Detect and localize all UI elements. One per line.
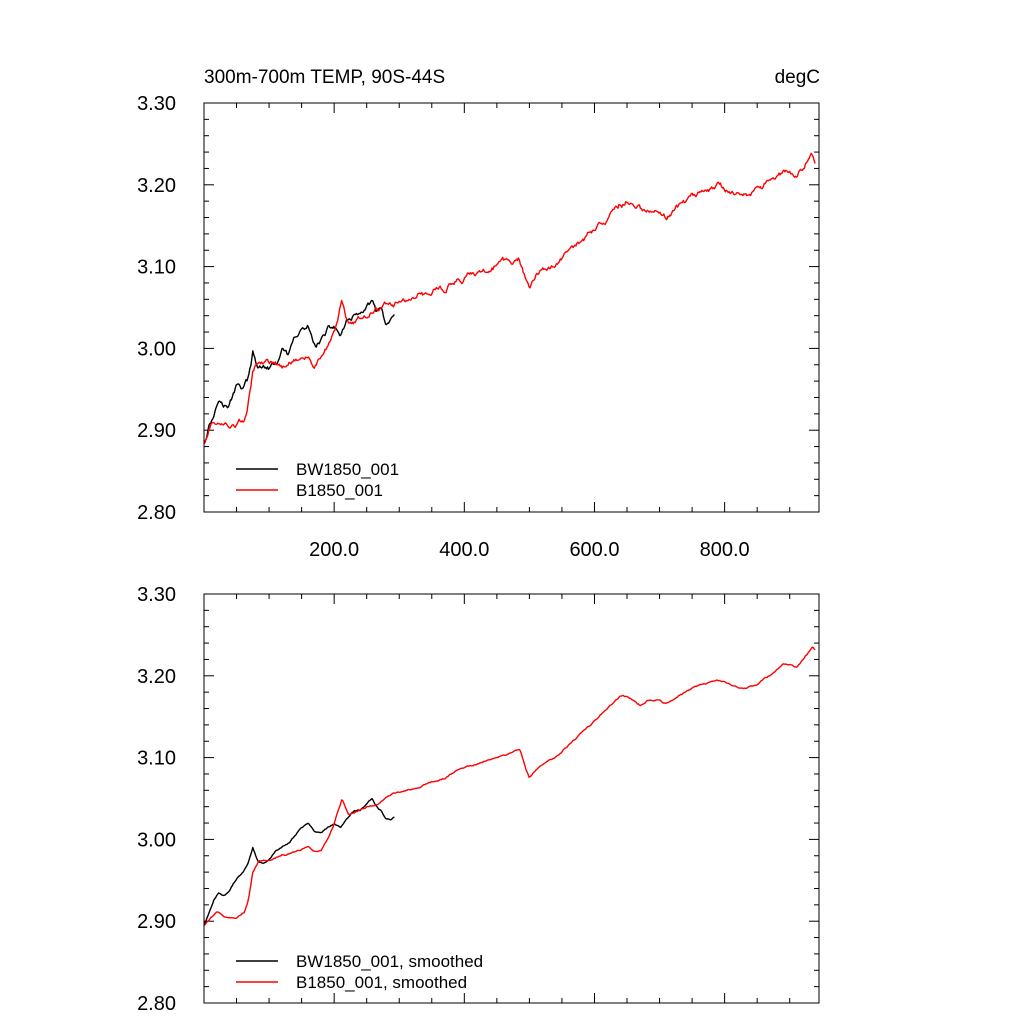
top-y-axis-labels: 2.80 2.90 3.00 3.10 3.20 3.30: [137, 93, 176, 524]
top-plot-lines: [203, 152, 816, 445]
bottom-y-axis-labels: 2.80 2.90 3.00 3.10 3.20 3.30: [137, 584, 176, 1015]
y-tick-label: 2.80: [137, 993, 176, 1015]
y-tick-label: 2.90: [137, 911, 176, 933]
top-panel: 300m-700m TEMP, 90S-44S degC 200.0 400.0 6…: [137, 67, 820, 561]
x-axis-labels: 200.0 400.0 600.0 800.0: [309, 539, 750, 561]
top-plot-frame: [203, 102, 820, 513]
y-tick-label: 3.30: [137, 93, 176, 115]
series-line: [203, 646, 816, 926]
legend-label-bw1850-smoothed: BW1850_001, smoothed: [296, 952, 483, 971]
series-line: [203, 152, 816, 444]
bottom-plot-lines: [203, 646, 816, 926]
y-tick-label: 3.10: [137, 257, 176, 279]
y-tick-label: 3.00: [137, 338, 176, 360]
y-tick-label: 3.10: [137, 748, 176, 770]
y-tick-label: 2.80: [137, 502, 176, 524]
bottom-legend: BW1850_001, smoothed B1850_001, smoothed: [236, 952, 483, 992]
series-line: [203, 299, 395, 445]
legend-label-bw1850: BW1850_001: [296, 460, 399, 479]
y-tick-label: 3.00: [137, 829, 176, 851]
x-tick-label: 200.0: [309, 539, 359, 561]
legend-label-b1850-smoothed: B1850_001, smoothed: [296, 973, 467, 992]
y-tick-label: 3.20: [137, 175, 176, 197]
y-tick-label: 3.20: [137, 666, 176, 688]
units-label: degC: [775, 67, 820, 88]
bottom-panel: 2.80 2.90 3.00 3.10 3.20 3.30 BW1850_001, smo…: [137, 584, 820, 1015]
top-axis-ticks: [204, 102, 819, 513]
x-tick-label: 800.0: [700, 539, 750, 561]
y-tick-label: 2.90: [137, 420, 176, 442]
series-line: [203, 797, 395, 926]
legend-label-b1850: B1850_001: [296, 481, 383, 500]
x-tick-label: 600.0: [569, 539, 619, 561]
bottom-axis-ticks: [204, 593, 819, 1004]
top-legend: BW1850_001 B1850_001: [236, 460, 399, 500]
bottom-plot-frame: [203, 593, 820, 1004]
x-tick-label: 400.0: [439, 539, 489, 561]
y-tick-label: 3.30: [137, 584, 176, 606]
chart-title: 300m-700m TEMP, 90S-44S: [204, 67, 445, 88]
